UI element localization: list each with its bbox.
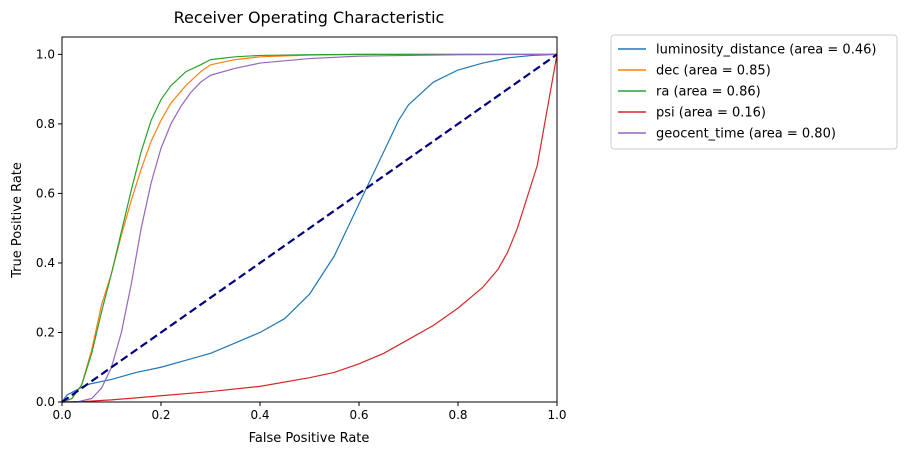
- legend-frame: [610, 34, 898, 150]
- series-line-3: [61, 54, 558, 403]
- legend-label-0: luminosity_distance (area = 0.46): [656, 43, 876, 58]
- legend-label-2: ra (area = 0.86): [656, 85, 761, 100]
- chart-title: Receiver Operating Characteristic: [174, 8, 445, 27]
- y-tick-label: 0.8: [36, 117, 55, 131]
- y-tick-label: 0.4: [36, 256, 55, 270]
- x-axis-label: False Positive Rate: [249, 431, 370, 446]
- legend-label-1: dec (area = 0.85): [656, 64, 771, 79]
- series-layer: [61, 53, 558, 403]
- series-line-4: [62, 53, 558, 403]
- x-axis-ticks: 0.0 0.2 0.4 0.6 0.8 1.0: [52, 402, 567, 422]
- x-tick-label: 0.4: [250, 408, 269, 422]
- legend-label-3: psi (area = 0.16): [656, 106, 766, 121]
- y-tick-label: 0.0: [36, 395, 55, 409]
- y-axis-ticks: 0.0 0.2 0.4 0.6 0.8 1.0: [36, 47, 62, 409]
- legend-label-4: geocent_time (area = 0.80): [656, 127, 836, 142]
- x-tick-label: 0.6: [349, 408, 368, 422]
- y-tick-label: 0.6: [36, 186, 55, 200]
- x-tick-label: 1.0: [547, 408, 566, 422]
- x-tick-label: 0.2: [151, 408, 170, 422]
- series-line-2: [61, 53, 557, 403]
- series-line-0: [61, 53, 558, 403]
- y-tick-label: 1.0: [36, 47, 55, 61]
- legend: luminosity_distance (area = 0.46) dec (ar…: [610, 34, 898, 150]
- chance-diagonal-line: [61, 53, 558, 403]
- y-tick-label: 0.2: [36, 325, 55, 339]
- y-axis-label: True Positive Rate: [10, 162, 25, 279]
- x-tick-label: 0.8: [448, 408, 467, 422]
- plot-frame: [61, 36, 558, 403]
- series-line-1: [61, 53, 557, 403]
- x-tick-label: 0.0: [52, 408, 71, 422]
